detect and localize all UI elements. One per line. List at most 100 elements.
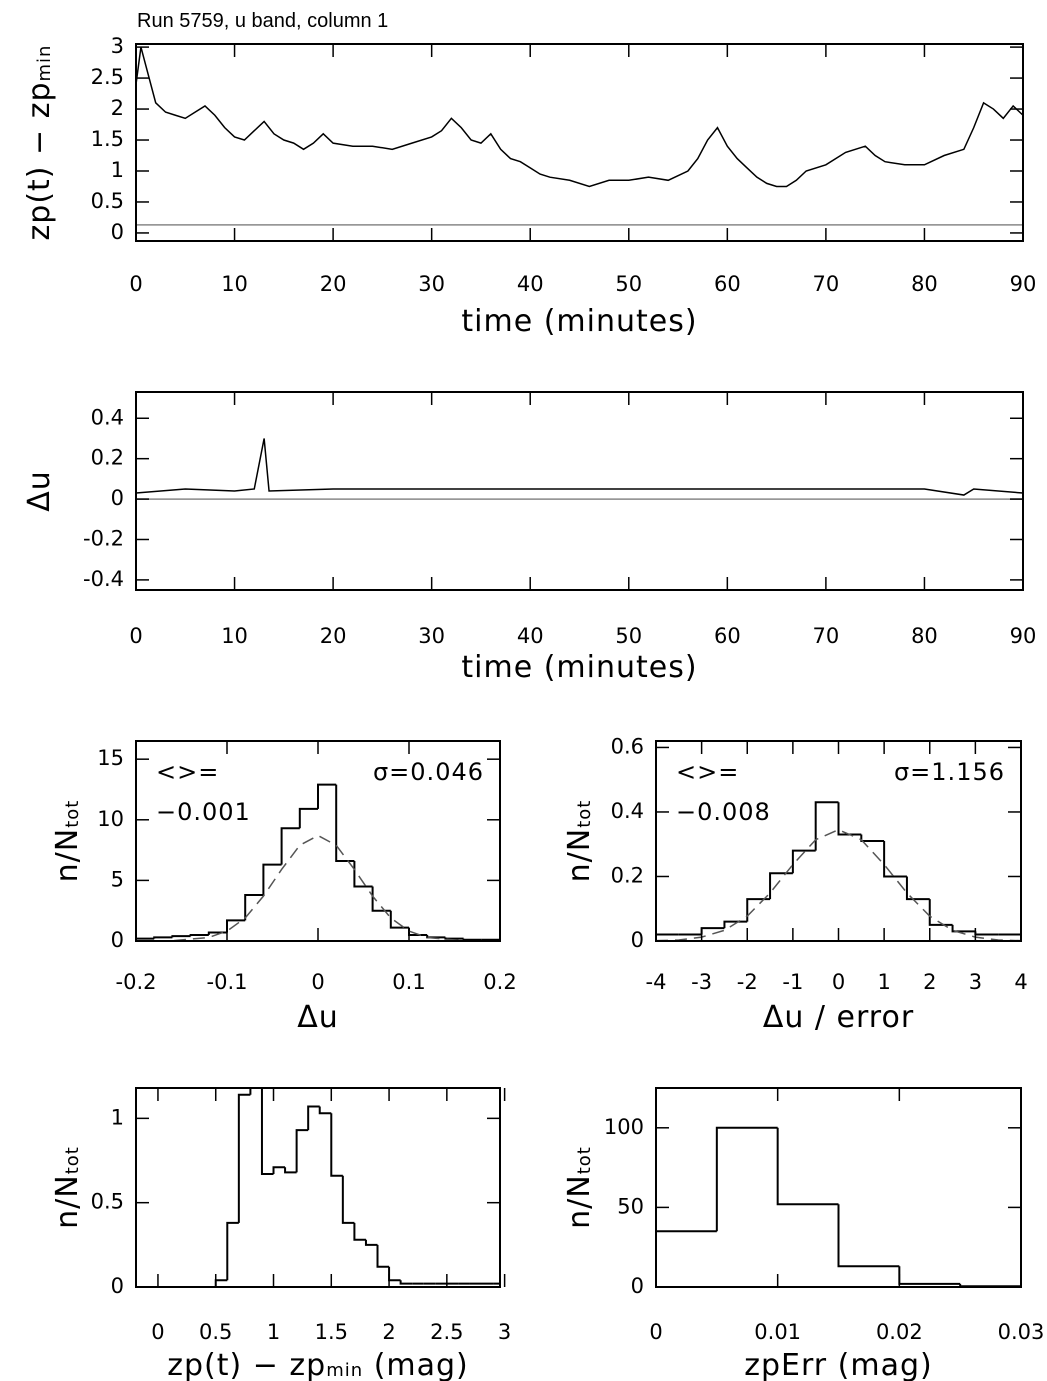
histogram-bin: [136, 937, 155, 941]
histogram-bin: [171, 935, 191, 938]
y-tick-label: 0: [111, 220, 124, 244]
x-tick-label: 0.02: [876, 1320, 923, 1344]
axis-title-text: n/N: [50, 828, 85, 883]
histogram-bin: [444, 937, 464, 940]
y-tick-label: 15: [97, 746, 124, 770]
axis-title-text: Δu: [297, 1000, 339, 1035]
histogram-bin: [153, 936, 173, 939]
y-tick-label: 5: [111, 867, 124, 891]
histogram-bin: [280, 827, 300, 865]
histogram-bin: [814, 801, 839, 851]
y-tick-label: 50: [617, 1194, 644, 1218]
y-tick-label: 0.5: [91, 189, 124, 213]
fit-curve: [656, 828, 1021, 941]
histogram-bin: [776, 1127, 839, 1206]
x-tick-label: 40: [517, 272, 544, 296]
axis-title-subscript: tot: [574, 800, 595, 828]
x-tick-label: 60: [714, 624, 741, 648]
annotation: −0.001: [156, 798, 251, 826]
x-tick-label: 80: [911, 272, 938, 296]
y-tick-label: 0: [111, 486, 124, 510]
histogram-bin: [860, 834, 885, 842]
x-tick-label: 0: [311, 970, 324, 994]
y-tick-label: 0: [111, 1274, 124, 1298]
histogram-bin: [272, 1166, 286, 1175]
x-tick-label: 0.5: [199, 1320, 232, 1344]
annotation: σ=0.046: [373, 758, 484, 786]
histogram-bin: [237, 1093, 251, 1223]
x-tick-label: -1: [782, 970, 803, 994]
axis-title-subscript: min: [34, 45, 55, 82]
x-tick-label: 10: [221, 624, 248, 648]
y-axis-title: Δu: [22, 470, 57, 512]
x-tick-label: 2: [382, 1320, 395, 1344]
x-tick-label: 1.5: [315, 1320, 348, 1344]
x-tick-label: -4: [646, 970, 667, 994]
data-line: [136, 438, 1023, 496]
y-tick-label: 0.4: [611, 799, 644, 823]
y-axis-title: n/Ntot: [50, 800, 85, 883]
annotation: <>=: [156, 758, 219, 786]
axis-title-text: Δu: [22, 470, 57, 512]
y-axis-title: n/Ntot: [562, 1146, 597, 1229]
x-tick-label: 70: [813, 272, 840, 296]
histogram-bin: [951, 924, 976, 933]
axis-title-text: zpErr (mag): [744, 1348, 932, 1381]
x-axis-title: time (minutes): [461, 304, 697, 339]
plot-data: [136, 46, 1023, 226]
histogram-bin: [295, 1129, 309, 1173]
histogram-bin: [307, 1105, 320, 1131]
y-tick-label: 100: [604, 1115, 644, 1139]
histogram-bin: [189, 933, 209, 937]
y-tick-label: 0.5: [91, 1190, 124, 1214]
plot-frame: [655, 1087, 1022, 1288]
histogram-bin: [837, 1204, 900, 1268]
y-tick-label: 3: [111, 34, 124, 58]
x-tick-label: 0: [649, 1320, 662, 1344]
annotation: <>=: [676, 758, 739, 786]
histogram-bin: [262, 863, 282, 895]
x-tick-label: 0.01: [754, 1320, 801, 1344]
x-tick-label: 20: [320, 272, 347, 296]
histogram-bin: [353, 1222, 366, 1241]
x-tick-label: 2: [923, 970, 936, 994]
plot-frame: [135, 391, 1024, 591]
histogram-bin: [317, 783, 337, 809]
histogram-bin: [226, 1221, 239, 1281]
x-axis-title: Δu: [297, 1000, 339, 1035]
x-tick-label: 0: [129, 624, 142, 648]
x-axis-title: zp(t) − zpmin (mag): [167, 1348, 469, 1381]
histogram-bin: [399, 1280, 413, 1285]
y-axis-title: n/Ntot: [562, 800, 597, 883]
x-tick-label: 60: [714, 272, 741, 296]
axis-title-subscript: tot: [62, 1146, 83, 1174]
histogram-bin: [998, 933, 1021, 941]
x-tick-label: 50: [615, 624, 642, 648]
x-tick-label: 3: [498, 1320, 511, 1344]
fit-curve: [136, 834, 500, 941]
x-tick-label: 10: [221, 272, 248, 296]
y-tick-label: -0.4: [83, 567, 124, 591]
y-tick-label: 0: [111, 928, 124, 952]
axis-title-suffix: (mag): [363, 1348, 469, 1381]
x-tick-label: 30: [418, 624, 445, 648]
y-tick-label: 2.5: [91, 65, 124, 89]
x-tick-label: 3: [969, 970, 982, 994]
histogram-bin: [746, 898, 771, 922]
axis-title-text: n/N: [562, 828, 597, 883]
y-axis-title: zp(t) − zpmin: [22, 45, 57, 241]
histogram-bin: [341, 1175, 355, 1224]
y-tick-label: 0.6: [611, 734, 644, 758]
x-tick-label: -2: [737, 970, 758, 994]
x-tick-label: -0.2: [116, 970, 157, 994]
figure-title: Run 5759, u band, column 1: [137, 10, 388, 32]
y-tick-label: 1: [111, 1105, 124, 1129]
x-axis-title: zpErr (mag): [744, 1348, 932, 1381]
histogram-bin: [364, 1239, 378, 1246]
axis-title-subscript: tot: [574, 1146, 595, 1174]
histogram-bin: [481, 938, 500, 941]
data-line: [136, 46, 1023, 188]
x-tick-label: 1: [877, 970, 890, 994]
histogram-bin: [462, 938, 482, 941]
